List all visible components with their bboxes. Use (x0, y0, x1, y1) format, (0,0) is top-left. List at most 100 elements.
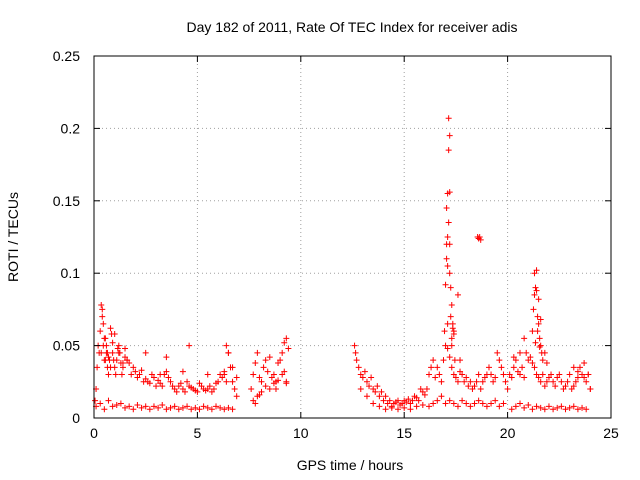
data-point (118, 371, 125, 378)
data-point (448, 335, 455, 342)
data-point (444, 262, 451, 269)
data-point (159, 383, 166, 390)
data-point (256, 374, 263, 381)
data-point (450, 400, 457, 407)
data-point (285, 345, 292, 352)
data-point (119, 359, 126, 366)
data-point (545, 403, 552, 410)
data-point (233, 393, 240, 400)
data-point (363, 393, 370, 400)
data-point (496, 403, 503, 410)
data-point (181, 388, 188, 395)
data-point (177, 380, 184, 387)
data-point (155, 404, 162, 411)
data-point (570, 364, 577, 371)
data-point (428, 364, 435, 371)
data-point (150, 403, 157, 410)
grid (94, 56, 611, 418)
data-point (496, 357, 503, 364)
data-point (196, 406, 203, 413)
data-point (574, 406, 581, 413)
data-point (508, 374, 515, 381)
data-point (492, 374, 499, 381)
data-point (382, 393, 389, 400)
data-point (446, 397, 453, 404)
data-point (386, 397, 393, 404)
data-point (446, 189, 453, 196)
data-point (446, 270, 453, 277)
data-point (157, 371, 164, 378)
data-point (536, 335, 543, 342)
data-point (405, 396, 412, 403)
data-point (576, 364, 583, 371)
data-point (541, 406, 548, 413)
data-point (413, 403, 420, 410)
data-point (105, 397, 112, 404)
data-point (270, 380, 277, 387)
data-point (204, 404, 211, 411)
data-point (556, 371, 563, 378)
y-tick-label: 0.15 (53, 193, 80, 209)
data-point (163, 354, 170, 361)
data-point (574, 368, 581, 375)
data-point (130, 364, 137, 371)
data-point (256, 391, 263, 398)
data-point (535, 374, 542, 381)
data-point (525, 401, 532, 408)
data-point (186, 342, 193, 349)
data-point (512, 403, 519, 410)
data-point (351, 342, 358, 349)
data-point (471, 400, 478, 407)
data-point (134, 401, 141, 408)
data-point (167, 404, 174, 411)
data-point (100, 320, 107, 327)
data-point (233, 374, 240, 381)
data-point (409, 397, 416, 404)
data-point (498, 364, 505, 371)
x-tick-label: 10 (293, 425, 309, 441)
data-point (113, 401, 120, 408)
data-point (353, 357, 360, 364)
data-point (102, 357, 109, 364)
data-point (488, 400, 495, 407)
data-point (107, 325, 114, 332)
data-point (206, 383, 213, 390)
y-tick-label: 0 (72, 410, 80, 426)
data-point (485, 364, 492, 371)
data-point (477, 236, 484, 243)
data-point (113, 357, 120, 364)
data-point (447, 313, 454, 320)
data-point (225, 349, 232, 356)
data-point (266, 354, 273, 361)
data-point (517, 400, 524, 407)
data-point (355, 364, 362, 371)
data-point (281, 368, 288, 375)
data-point (388, 404, 395, 411)
data-point (533, 287, 540, 294)
data-point (394, 397, 401, 404)
data-point (494, 349, 501, 356)
x-tick-label: 5 (194, 425, 202, 441)
x-axis-title: GPS time / hours (297, 457, 404, 473)
data-point (112, 371, 119, 378)
data-point (210, 386, 217, 393)
data-point (536, 344, 543, 351)
y-tick-label: 0.2 (61, 120, 81, 136)
data-point (483, 403, 490, 410)
data-point (124, 357, 131, 364)
data-point (562, 383, 569, 390)
data-point (163, 406, 170, 413)
data-point (587, 386, 594, 393)
data-point (359, 374, 366, 381)
data-point (200, 403, 207, 410)
data-point (184, 403, 191, 410)
data-point (510, 364, 517, 371)
data-point (475, 371, 482, 378)
data-point (101, 335, 108, 342)
data-point (188, 406, 195, 413)
data-point (430, 357, 437, 364)
data-point (517, 349, 524, 356)
data-point (368, 374, 375, 381)
y-tick-label: 0.05 (53, 338, 80, 354)
